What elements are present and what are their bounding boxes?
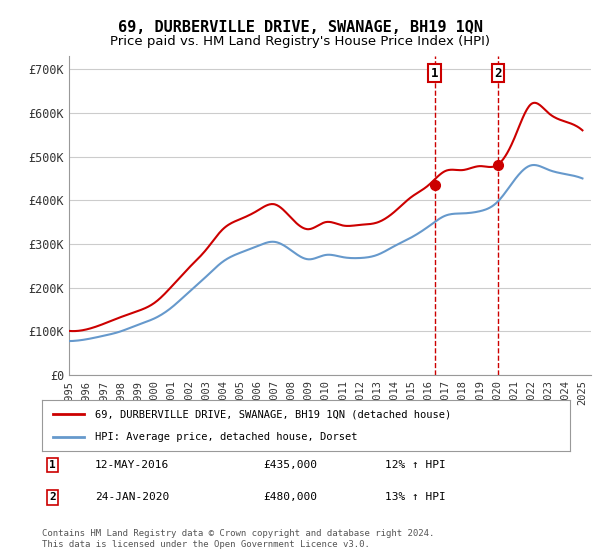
Text: £435,000: £435,000 [264, 460, 318, 470]
Text: HPI: Average price, detached house, Dorset: HPI: Average price, detached house, Dors… [95, 432, 358, 442]
Text: 1: 1 [431, 67, 439, 80]
Text: 2: 2 [49, 492, 56, 502]
Text: 69, DURBERVILLE DRIVE, SWANAGE, BH19 1QN: 69, DURBERVILLE DRIVE, SWANAGE, BH19 1QN [118, 20, 482, 35]
Text: £480,000: £480,000 [264, 492, 318, 502]
Text: 1: 1 [49, 460, 56, 470]
Text: 12% ↑ HPI: 12% ↑ HPI [385, 460, 446, 470]
Text: Contains HM Land Registry data © Crown copyright and database right 2024.
This d: Contains HM Land Registry data © Crown c… [42, 529, 434, 549]
Text: 2: 2 [494, 67, 502, 80]
Text: 12-MAY-2016: 12-MAY-2016 [95, 460, 169, 470]
Text: 13% ↑ HPI: 13% ↑ HPI [385, 492, 446, 502]
Text: 24-JAN-2020: 24-JAN-2020 [95, 492, 169, 502]
Text: Price paid vs. HM Land Registry's House Price Index (HPI): Price paid vs. HM Land Registry's House … [110, 35, 490, 48]
Text: 69, DURBERVILLE DRIVE, SWANAGE, BH19 1QN (detached house): 69, DURBERVILLE DRIVE, SWANAGE, BH19 1QN… [95, 409, 451, 419]
